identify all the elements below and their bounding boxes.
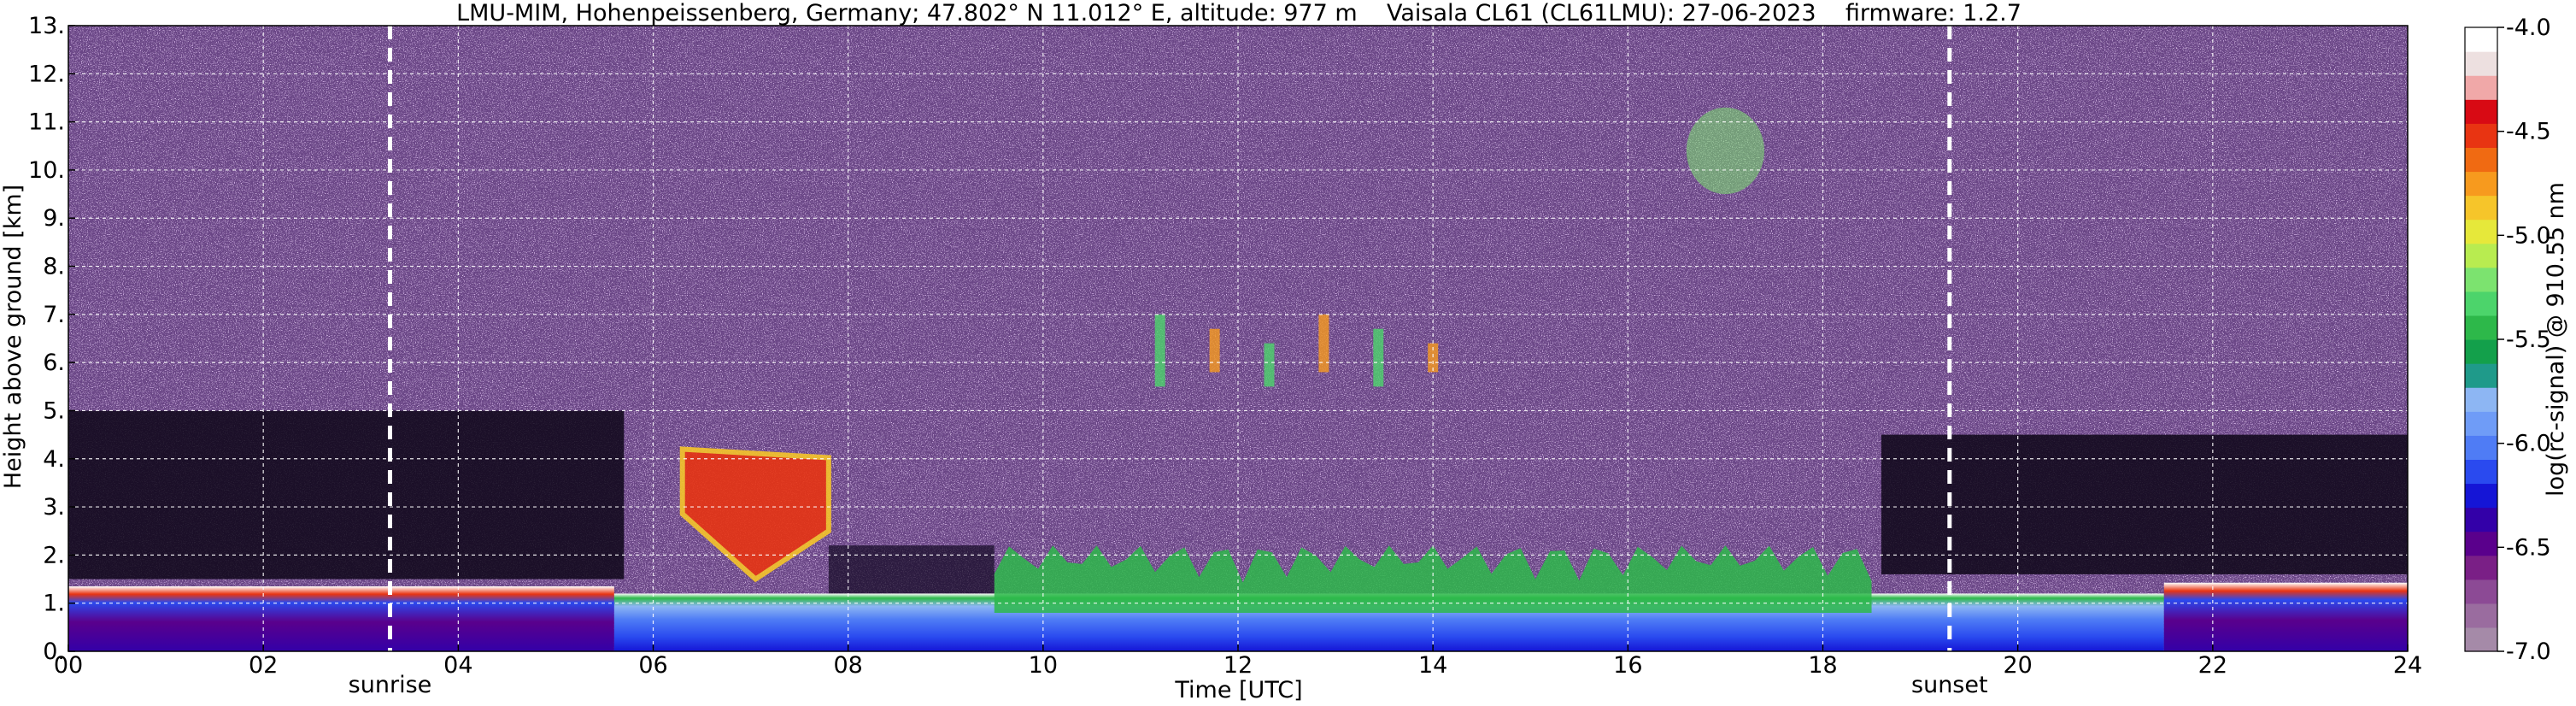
sunrise-label: sunrise: [349, 672, 432, 698]
y-tick-label: 0.: [43, 638, 65, 665]
boundary-layer-late: [2163, 582, 2408, 651]
sunset-label: sunset: [1911, 672, 1988, 698]
colorbar-swatch: [2465, 75, 2497, 100]
y-tick-label: 10.: [28, 157, 65, 184]
y-tick-label: 7.: [43, 302, 65, 328]
colorbar-swatch: [2465, 459, 2497, 485]
colorbar-swatch: [2465, 243, 2497, 268]
mid-level-cloud-cell: [1318, 314, 1329, 373]
x-tick-label: 16: [1613, 652, 1642, 679]
colorbar-swatch: [2465, 603, 2497, 628]
mid-level-cloud-cell: [1373, 328, 1384, 387]
colorbar-swatch: [2465, 219, 2497, 244]
y-tick-label: 2.: [43, 542, 65, 568]
x-tick-label: 18: [1808, 652, 1837, 679]
y-axis: 0. 1. 2. 3. 4. 5. 6. 7. 8. 9. 10. 11. 12. 13.: [28, 13, 75, 665]
mid-level-cloud-cell: [1428, 343, 1439, 373]
y-tick-label: 4.: [43, 446, 65, 473]
y-tick-label: 12.: [28, 61, 65, 87]
high-cloud: [1686, 107, 1765, 195]
colorbar-swatch: [2465, 147, 2497, 173]
x-tick-label: 24: [2393, 652, 2422, 679]
x-tick-label: 12: [1223, 652, 1253, 679]
x-tick-label: 08: [833, 652, 862, 679]
colorbar-tick-label: -6.5: [2506, 534, 2551, 561]
colorbar-tick-label: -4.5: [2506, 119, 2551, 145]
colorbar-swatch: [2465, 27, 2497, 52]
y-tick-label: 8.: [43, 254, 65, 280]
x-tick-label: 02: [249, 652, 278, 679]
y-tick-label: 13.: [28, 13, 65, 39]
x-axis: 00 02 04 06 08 10 12 14 16 18 20 22 24: [54, 644, 2422, 679]
x-tick-label: 06: [638, 652, 667, 679]
colorbar-swatch: [2465, 339, 2497, 364]
colorbar-swatch: [2465, 315, 2497, 340]
colorbar-swatch: [2465, 123, 2497, 148]
mid-level-cloud-cell: [1209, 328, 1220, 373]
x-tick-label: 20: [2003, 652, 2032, 679]
x-axis-label: Time [UTC]: [1174, 677, 1302, 703]
colorbar-swatch: [2465, 411, 2497, 436]
colorbar-swatch: [2465, 267, 2497, 292]
boundary-layer-night: [68, 585, 614, 651]
x-tick-label: 00: [54, 652, 83, 679]
plot-area: [67, 25, 2409, 652]
colorbar-swatch: [2465, 99, 2497, 124]
colorbar-swatch: [2465, 507, 2497, 532]
y-tick-label: 6.: [43, 350, 65, 376]
colorbar-tick-label: -5.0: [2506, 222, 2551, 249]
colorbar-swatch: [2465, 51, 2497, 76]
y-tick-label: 3.: [43, 494, 65, 521]
mid-level-cloud-cell: [1264, 343, 1275, 387]
y-tick-label: 5.: [43, 397, 65, 424]
colorbar-swatch: [2465, 555, 2497, 580]
colorbar-swatch: [2465, 171, 2497, 197]
colorbar-swatch: [2465, 363, 2497, 388]
grid: [68, 26, 2408, 651]
y-tick-label: 1.: [43, 591, 65, 617]
convective-boundary-layer: [994, 545, 1872, 613]
y-axis-label: Height above ground [km]: [0, 185, 26, 489]
colorbar-tick-label: -5.5: [2506, 327, 2551, 353]
chart-title: LMU-MIM, Hohenpeissenberg, Germany; 47.8…: [456, 0, 2021, 26]
x-tick-label: 04: [443, 652, 472, 679]
colorbar-tick-label: -6.0: [2506, 431, 2551, 457]
colorbar-swatch: [2465, 387, 2497, 412]
colorbar-label: log(rc-signal) @ 910.55 nm: [2543, 182, 2569, 497]
y-tick-label: 11.: [28, 109, 65, 136]
colorbar-swatch: [2465, 291, 2497, 316]
x-tick-label: 14: [1418, 652, 1447, 679]
y-tick-label: 9.: [43, 205, 65, 232]
elevated-layer: [679, 446, 831, 583]
colorbar-swatch: [2465, 195, 2497, 221]
colorbar-swatch: [2465, 483, 2497, 509]
colorbar-swatch: [2465, 435, 2497, 460]
colorbar-tick-label: -4.0: [2506, 15, 2551, 41]
x-tick-label: 22: [2198, 652, 2227, 679]
colorbar-tick-label: -7.0: [2506, 638, 2551, 665]
colorbar-swatch: [2465, 627, 2497, 652]
colorbar-swatch: [2465, 579, 2497, 604]
colorbar: -4.0 -4.5 -5.0 -5.5 -6.0 -6.5 -7.0 log(rc-sign…: [2464, 15, 2569, 665]
x-tick-label: 10: [1029, 652, 1058, 679]
mid-level-cloud-cell: [1154, 314, 1165, 387]
colorbar-swatch: [2465, 531, 2497, 556]
